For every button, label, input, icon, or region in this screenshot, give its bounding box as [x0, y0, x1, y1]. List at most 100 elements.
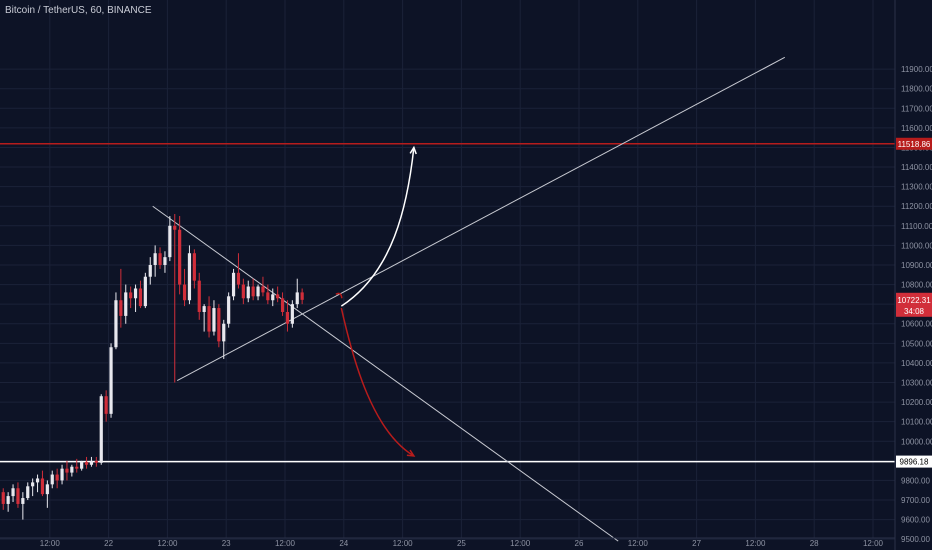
candle	[1, 488, 5, 510]
candle-body	[6, 496, 10, 504]
candle-body	[178, 229, 182, 285]
candle	[21, 492, 25, 520]
y-tick-label: 10300.00	[901, 378, 932, 387]
candle-body	[99, 396, 103, 463]
candle	[266, 284, 270, 305]
bearish-arrow-head	[406, 449, 416, 457]
bullish-arrow-head	[409, 145, 417, 155]
y-tick-label: 10400.00	[901, 359, 932, 368]
candle	[241, 278, 245, 305]
x-tick-label: 12:00	[628, 539, 649, 548]
x-tick-label: 12:00	[275, 539, 296, 548]
candle-body	[84, 461, 89, 465]
candle	[65, 460, 69, 481]
candles	[1, 214, 304, 520]
current-price-badge	[896, 292, 932, 317]
y-tick-label: 11400.00	[901, 163, 932, 172]
candle-body	[227, 296, 231, 324]
y-tick-label: 11700.00	[901, 104, 932, 113]
candle-body	[290, 304, 294, 324]
x-tick-label: 26	[575, 539, 584, 548]
x-tick-label: 22	[104, 539, 113, 548]
candle	[11, 484, 15, 502]
y-tick-label: 9600.00	[901, 516, 930, 525]
candle	[197, 272, 201, 320]
candle	[222, 319, 226, 359]
candle-body	[295, 292, 299, 305]
candle	[173, 214, 177, 383]
candle-body	[80, 461, 84, 469]
candle	[192, 249, 196, 289]
candle-body	[26, 486, 30, 499]
pivot-point-marker	[335, 292, 343, 299]
x-tick-label: 23	[222, 539, 231, 548]
candle	[124, 284, 128, 324]
candle	[271, 288, 275, 307]
y-tick-label: 11000.00	[901, 241, 932, 250]
candle-body	[285, 311, 290, 324]
candle	[251, 278, 255, 301]
candle-body	[256, 286, 260, 297]
candle	[70, 464, 74, 477]
candle-body	[153, 253, 157, 265]
candle	[246, 280, 250, 303]
candle	[35, 474, 40, 493]
candle-body	[45, 484, 49, 495]
x-tick-label: 12:00	[745, 539, 766, 548]
y-tick-label: 10100.00	[901, 418, 932, 427]
candle-body	[109, 347, 113, 414]
level-price-badge	[896, 455, 932, 468]
candle-body	[138, 288, 143, 307]
candle-body	[187, 253, 192, 301]
level-price-label: 11518.86	[898, 140, 931, 149]
candle-body	[55, 474, 59, 481]
candle-body	[40, 478, 45, 495]
x-tick-label: 12:00	[510, 539, 531, 548]
candle	[276, 286, 280, 303]
candle	[104, 390, 108, 422]
candle-body	[119, 300, 123, 316]
y-tick-label: 11300.00	[901, 183, 932, 192]
candle-body	[31, 482, 35, 487]
candle	[26, 482, 30, 501]
candle	[261, 276, 265, 297]
level-price-badge	[896, 137, 932, 150]
candle-body	[251, 286, 255, 297]
y-tick-label: 11200.00	[901, 202, 932, 211]
candle-body	[300, 292, 304, 300]
y-tick-label: 10000.00	[901, 437, 932, 446]
candle	[94, 456, 98, 467]
candle	[153, 245, 157, 277]
candle	[280, 292, 285, 316]
y-tick-label: 10900.00	[901, 261, 932, 270]
candle-body	[173, 225, 177, 230]
candle	[207, 296, 211, 338]
candle	[202, 304, 206, 332]
candle	[60, 464, 64, 485]
candle	[31, 478, 35, 497]
candle	[143, 272, 147, 309]
candle-body	[65, 468, 69, 473]
x-tick-label: 12:00	[157, 539, 178, 548]
candle	[80, 460, 84, 471]
candle	[50, 470, 54, 489]
current-price-label: 10722.31	[897, 296, 931, 305]
candle	[6, 492, 10, 512]
candle-body	[16, 488, 20, 504]
candle	[138, 280, 143, 309]
candle	[133, 284, 138, 312]
x-tick-label: 28	[810, 539, 819, 548]
upper-trendline	[152, 205, 619, 542]
candle-body	[241, 284, 245, 299]
candle-body	[60, 468, 64, 481]
candle	[187, 245, 192, 305]
candle-body	[192, 253, 196, 281]
bearish-arrow	[340, 307, 415, 457]
x-tick-label: 24	[339, 539, 348, 548]
lower-trendline	[176, 56, 786, 381]
candle	[300, 288, 304, 305]
y-tick-label: 10800.00	[901, 281, 932, 290]
candle	[99, 394, 103, 465]
